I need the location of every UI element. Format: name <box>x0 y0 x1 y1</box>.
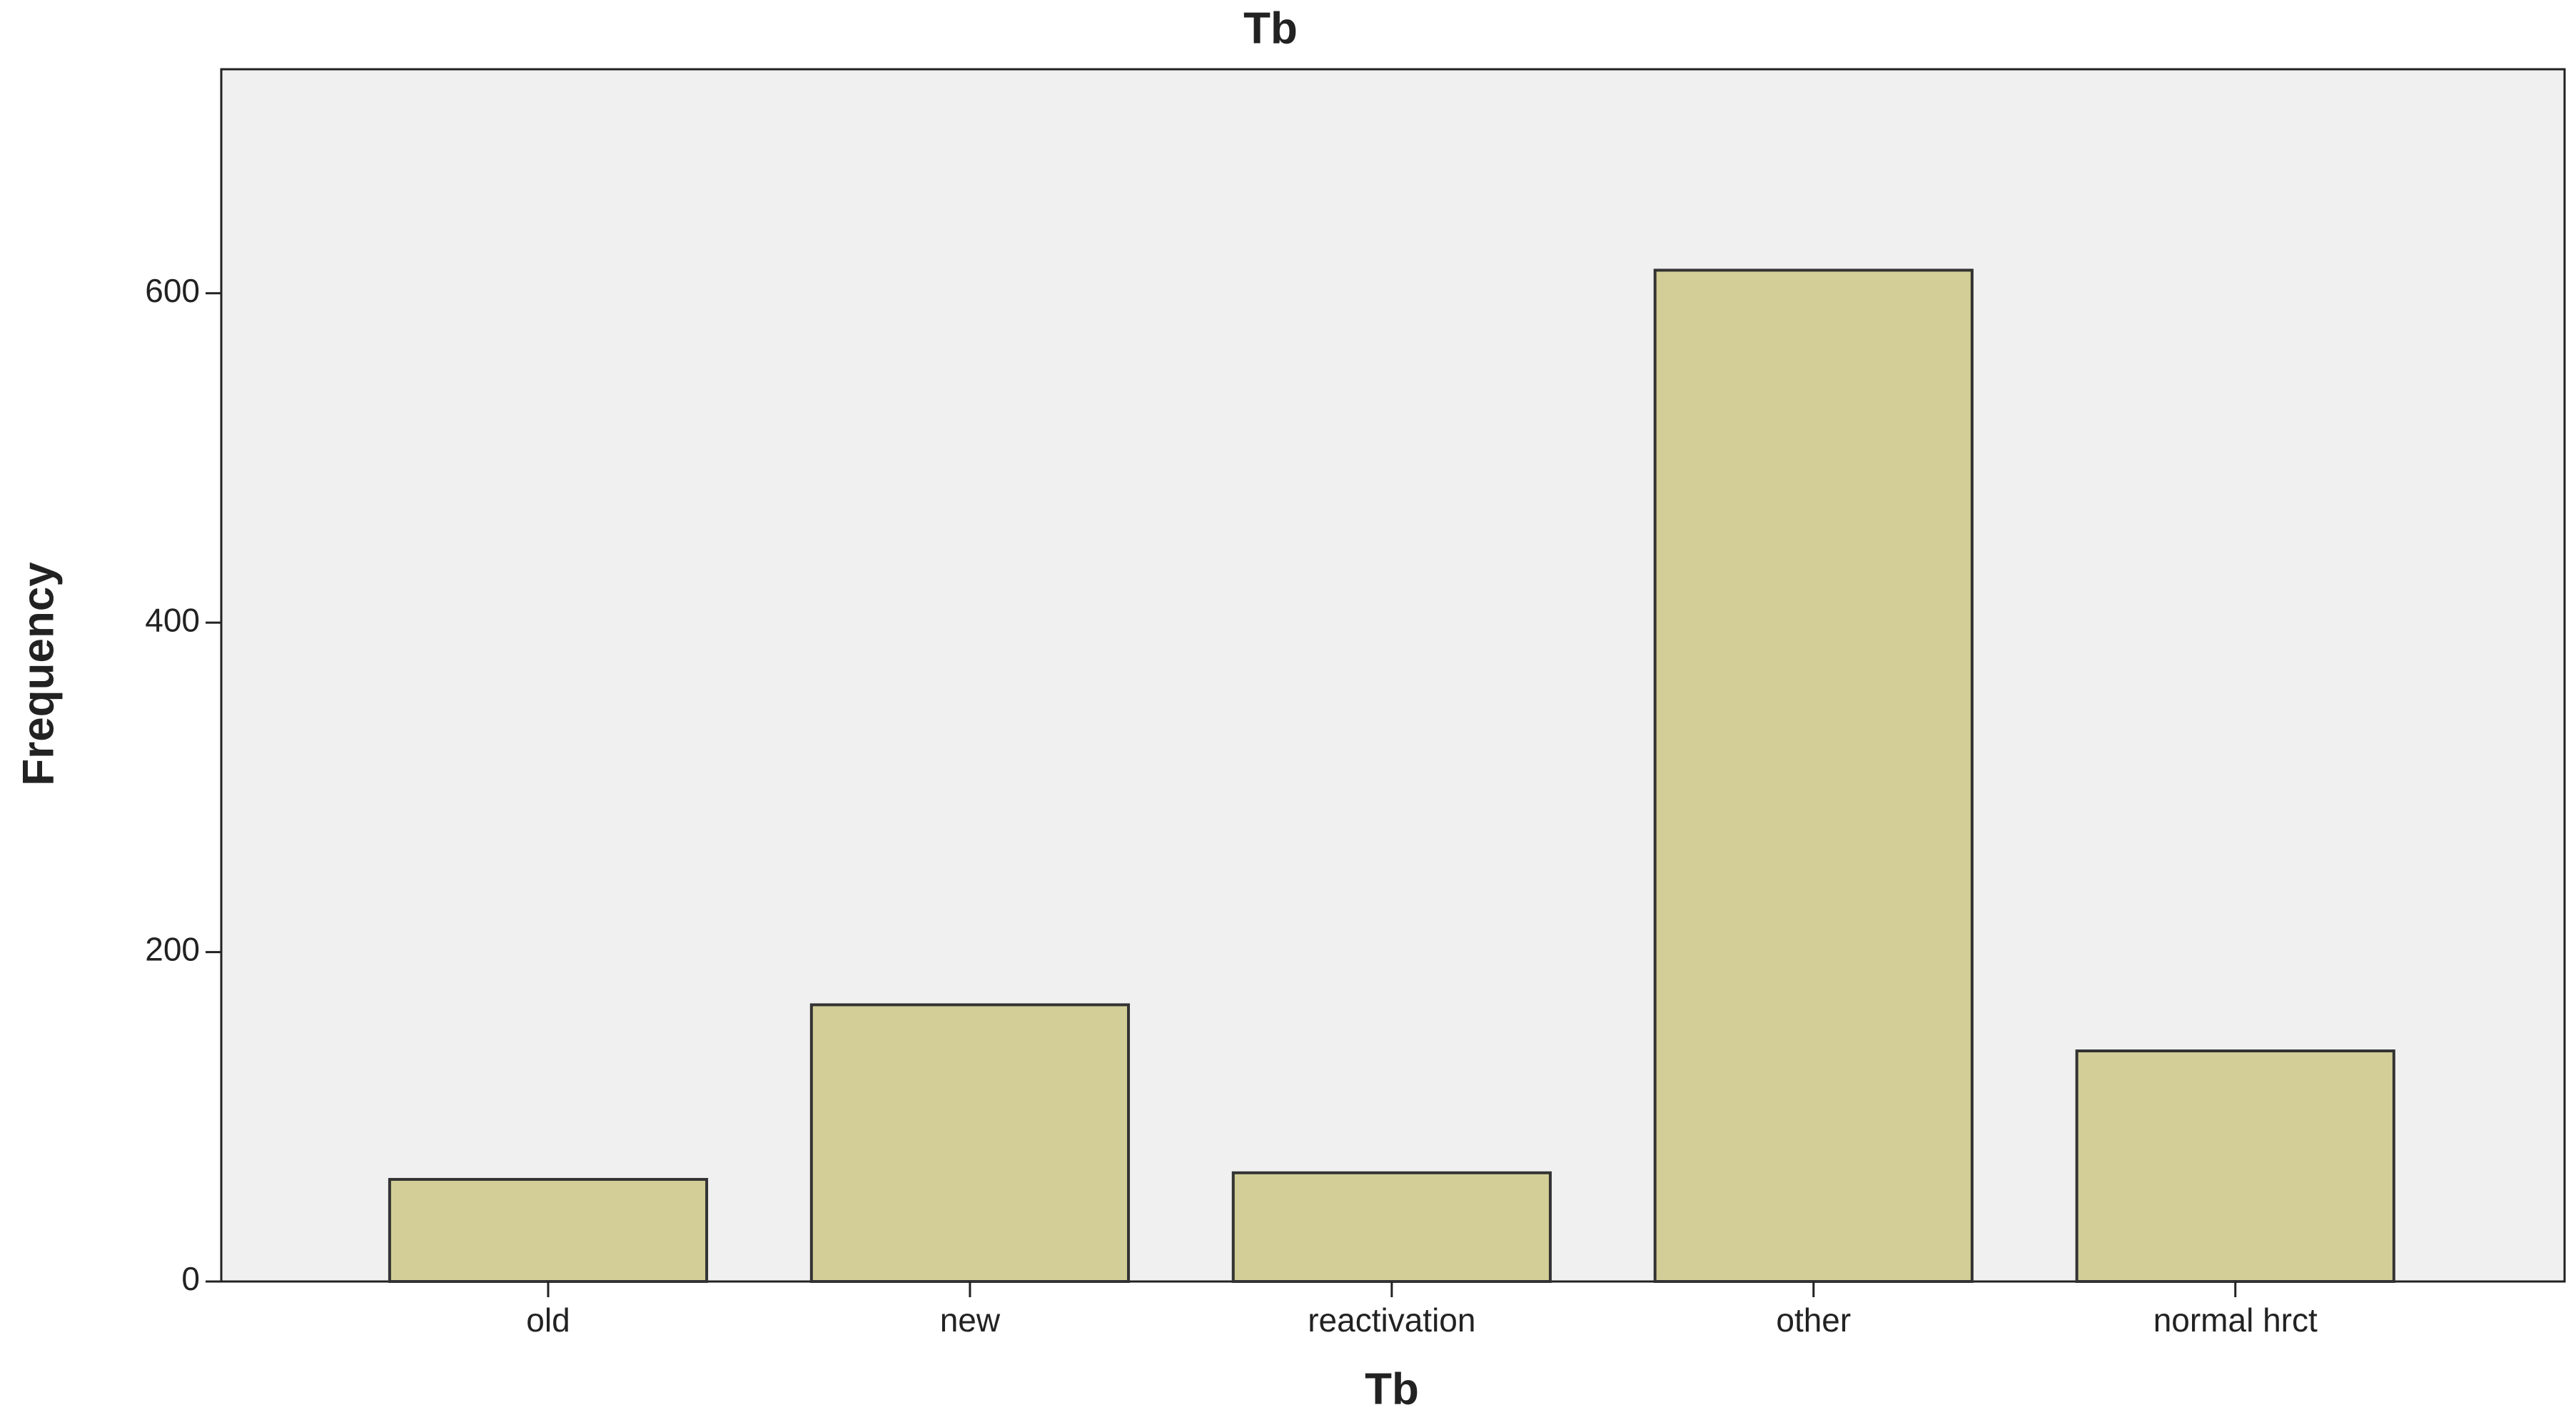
x-tick-label: new <box>940 1301 1001 1339</box>
x-tick-label: reactivation <box>1308 1301 1475 1339</box>
bar <box>2075 1049 2395 1283</box>
x-axis-label: Tb <box>1365 1364 1419 1414</box>
y-tick-label: 0 <box>181 1260 200 1297</box>
chart-title: Tb <box>1243 4 1298 53</box>
bar <box>388 1177 709 1283</box>
bar <box>809 1003 1131 1284</box>
y-axis-label: Frequency <box>14 562 63 786</box>
bar <box>1231 1171 1552 1283</box>
bar <box>1653 268 1974 1284</box>
y-tick-label: 200 <box>145 931 200 968</box>
y-tick-label: 400 <box>145 601 200 638</box>
x-tick-label: normal hrct <box>2153 1301 2318 1339</box>
x-tick-label: other <box>1776 1301 1851 1339</box>
y-tick-label: 600 <box>145 272 200 309</box>
x-tick-label: old <box>526 1301 570 1339</box>
